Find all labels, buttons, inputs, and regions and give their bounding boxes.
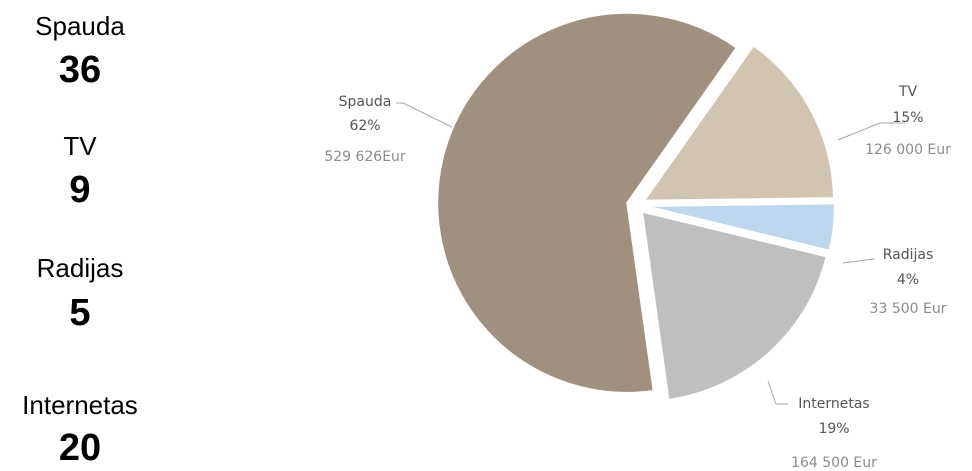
slice-amount: 33 500 Eur <box>870 301 947 317</box>
leader-line <box>767 380 788 405</box>
slice-percent: 4% <box>897 272 919 288</box>
leader-line <box>842 258 875 264</box>
slice-amount: 164 500 Eur <box>791 455 877 471</box>
pie-slice <box>640 210 828 401</box>
leader-line <box>837 122 905 141</box>
summary-count: 36 <box>59 49 101 91</box>
summary-count: 9 <box>69 169 90 211</box>
summary-label: TV <box>63 131 97 161</box>
summary-count: 20 <box>59 427 101 469</box>
pie-slice <box>436 11 739 394</box>
pie-slice <box>644 202 836 252</box>
slice-percent: 62% <box>349 118 380 134</box>
leader-line <box>396 102 455 129</box>
summary-label: Spauda <box>35 11 125 41</box>
summary-label: Internetas <box>22 390 138 420</box>
slice-percent: 19% <box>818 421 849 437</box>
summary-count: 5 <box>69 292 90 334</box>
slice-label: Internetas <box>798 396 869 412</box>
slice-amount: 529 626Eur <box>324 149 406 165</box>
slice-label: Spauda <box>339 94 392 110</box>
slice-label: Radijas <box>883 247 934 263</box>
slice-amount: 126 000 Eur <box>865 142 951 158</box>
pie-slice <box>642 44 835 202</box>
summary-label: Radijas <box>37 253 124 283</box>
slice-label: TV <box>898 84 918 100</box>
slice-percent: 15% <box>892 110 923 126</box>
